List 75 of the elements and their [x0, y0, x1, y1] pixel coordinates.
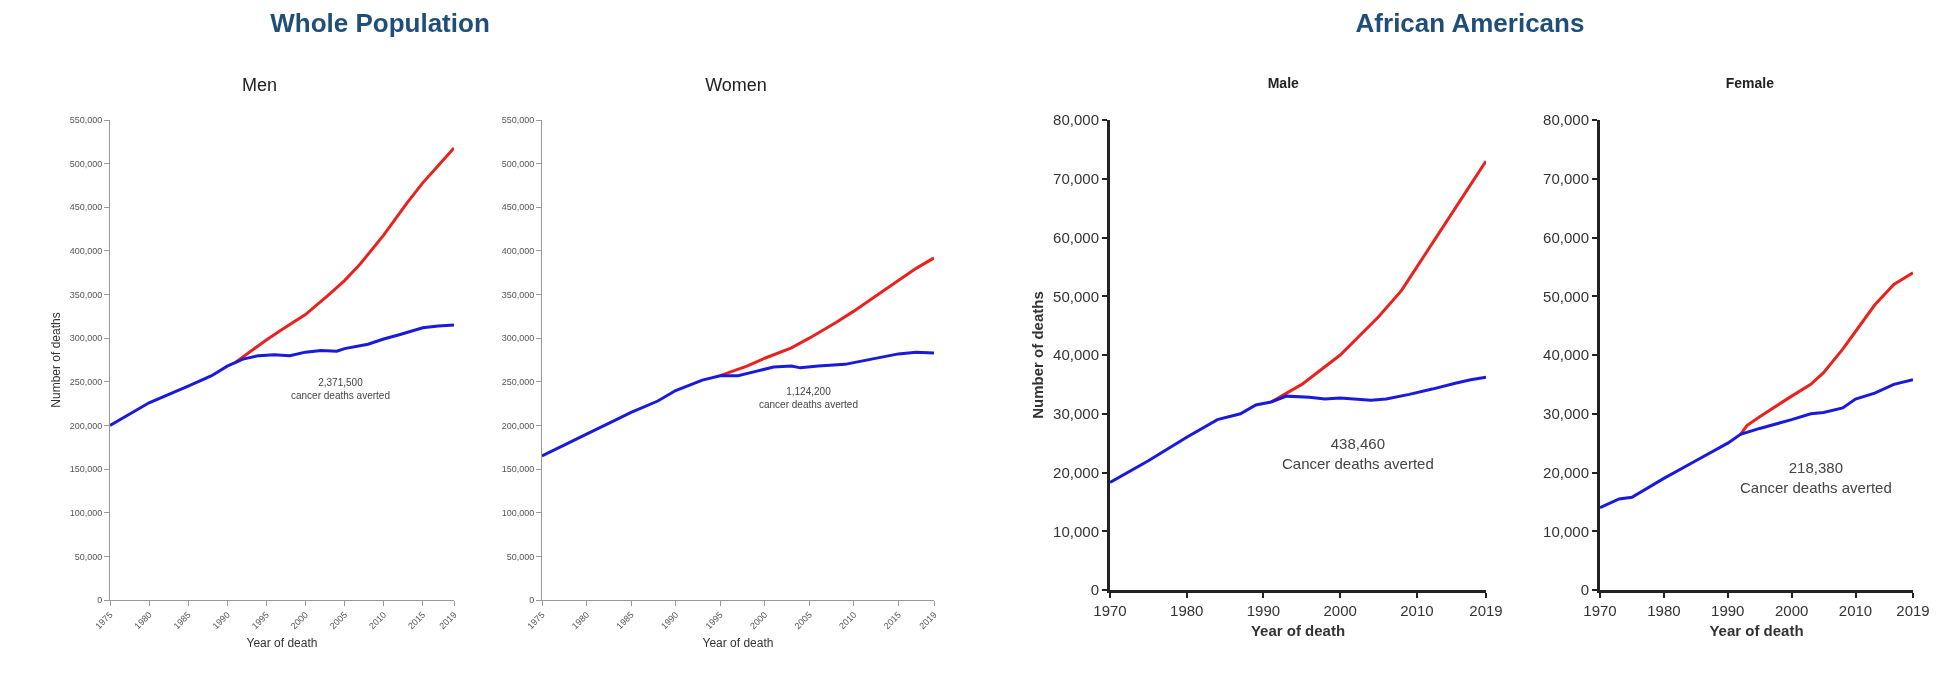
line-series [1110, 375, 1486, 484]
chart-subtitle: Men [242, 75, 278, 96]
x-axis-title: Year of death [1250, 622, 1346, 639]
line-series [1600, 378, 1913, 510]
y-tick-label: 450,000 [69, 202, 103, 213]
x-axis-title: Year of death [1709, 622, 1804, 639]
y-tick-label: 50,000 [1543, 287, 1589, 305]
x-tick-label: 2010 [1838, 602, 1873, 619]
line-series [110, 323, 454, 427]
y-tick-label: 100,000 [501, 507, 535, 518]
x-axis-title: Year of death [246, 635, 318, 650]
x-tick-label: 1990 [1246, 602, 1281, 619]
y-tick-label: 300,000 [501, 333, 535, 344]
y-tick-label: 80,000 [1543, 111, 1589, 129]
y-tick-label: 70,000 [1543, 170, 1589, 187]
y-tick-label: 0 [529, 595, 535, 606]
y-tick-label: 150,000 [69, 464, 103, 475]
chart-title: Whole Population [269, 8, 491, 39]
y-tick-label: 350,000 [69, 289, 103, 300]
y-tick-label: 30,000 [1543, 405, 1589, 422]
y-tick-label: 40,000 [1053, 346, 1099, 364]
y-tick-label: 10,000 [1543, 522, 1589, 540]
annotation: 1,124,200 cancer deaths averted [759, 386, 858, 410]
y-tick-label: 200,000 [501, 420, 535, 431]
y-tick-label: 50,000 [74, 551, 103, 562]
annotation: 2,371,500 cancer deaths averted [291, 377, 390, 401]
y-tick-label: 350,000 [501, 289, 535, 300]
y-tick-label: 500,000 [69, 158, 103, 169]
y-tick-label: 500,000 [501, 158, 535, 169]
x-tick-label: 2019 [1469, 602, 1503, 619]
y-tick-label: 550,000 [501, 115, 535, 126]
y-tick-label: 250,000 [501, 376, 535, 387]
y-tick-label: 80,000 [1053, 111, 1099, 129]
x-tick-label: 1980 [1170, 602, 1204, 619]
y-tick-label: 50,000 [506, 551, 535, 562]
y-tick-label: 70,000 [1053, 170, 1099, 187]
annotation: 218,380 Cancer deaths averted [1740, 459, 1892, 496]
y-tick-label: 250,000 [69, 376, 103, 387]
chart-title: Female [1725, 75, 1775, 92]
annotation: 438,460 Cancer deaths averted [1282, 435, 1434, 472]
x-axis-title: Year of death [702, 635, 774, 650]
y-tick-label: 150,000 [501, 464, 535, 475]
y-tick-label: 30,000 [1053, 405, 1099, 422]
y-tick-label: 200,000 [69, 420, 103, 431]
x-tick-label: 2000 [1323, 602, 1357, 619]
chart-title: African Americans [1354, 8, 1586, 39]
chart-subtitle: Male [1267, 75, 1300, 92]
y-tick-label: 300,000 [69, 333, 103, 344]
y-tick-label: 0 [97, 595, 103, 606]
y-tick-label: 60,000 [1543, 228, 1589, 246]
y-axis-title: Number of deaths [48, 312, 63, 408]
x-tick-label: 2019 [1896, 602, 1930, 619]
y-tick-label: 0 [1580, 581, 1589, 599]
chart-title: Women [705, 75, 767, 96]
y-tick-label: 40,000 [1543, 346, 1589, 364]
y-tick-label: 550,000 [69, 115, 103, 126]
x-tick-label: 2000 [1774, 602, 1809, 619]
y-tick-label: 60,000 [1053, 228, 1099, 246]
x-tick-label: 1970 [1583, 602, 1617, 619]
line-series [1739, 271, 1913, 436]
x-tick-label: 1990 [1711, 602, 1745, 619]
x-tick-label: 1980 [1647, 602, 1681, 619]
y-axis-title: Number of deaths [1029, 291, 1047, 419]
y-tick-label: 400,000 [69, 246, 103, 257]
y-tick-label: 50,000 [1053, 287, 1099, 305]
line-series [542, 350, 934, 458]
y-tick-label: 450,000 [501, 202, 535, 213]
y-tick-label: 20,000 [1053, 463, 1099, 481]
y-tick-label: 10,000 [1053, 522, 1099, 540]
y-tick-label: 400,000 [501, 246, 535, 257]
x-tick-label: 2010 [1400, 602, 1434, 619]
y-tick-label: 0 [1090, 581, 1099, 599]
y-tick-label: 20,000 [1543, 463, 1589, 481]
x-tick-label: 1970 [1093, 602, 1127, 619]
y-tick-label: 100,000 [69, 507, 103, 518]
